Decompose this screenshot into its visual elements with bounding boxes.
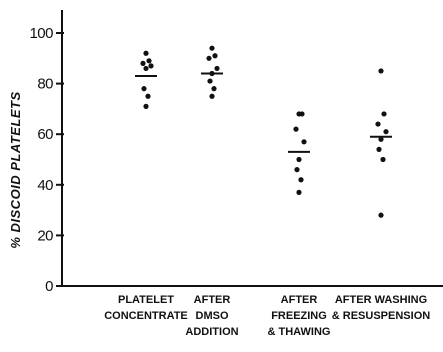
data-point [376, 146, 382, 152]
data-point [209, 93, 215, 99]
data-point [214, 65, 220, 72]
y-tick-label: 60 [37, 126, 53, 143]
data-point [141, 86, 147, 92]
y-tick-label: 100 [29, 25, 53, 42]
data-point [148, 63, 154, 69]
category-label-line: DMSO [196, 310, 229, 322]
data-points [140, 45, 389, 218]
data-point [209, 45, 215, 51]
data-point [146, 58, 152, 64]
mean-markers [135, 72, 392, 153]
data-point [143, 103, 149, 109]
y-tick-label: 40 [37, 177, 53, 194]
data-point [299, 111, 305, 117]
data-point [296, 156, 302, 163]
y-tick-label: 20 [37, 227, 53, 244]
y-tick-label: 0 [45, 278, 53, 295]
data-point [375, 121, 381, 127]
data-point [207, 78, 213, 84]
y-axis-title: % DISCOID PLATELETS [8, 91, 23, 248]
data-point [145, 93, 151, 99]
data-point [293, 126, 299, 132]
data-point [298, 177, 304, 183]
category-label-line: CONCENTRATE [104, 310, 188, 322]
data-point [380, 156, 386, 163]
data-point [143, 50, 149, 56]
data-point [301, 139, 307, 145]
data-point [294, 167, 300, 173]
y-axis-ticks: 0 20 40 60 80 100 [29, 25, 64, 295]
data-point [296, 189, 302, 195]
data-point [206, 55, 212, 61]
data-point [140, 60, 146, 66]
data-point [381, 111, 387, 117]
category-label-line: FREEZING [271, 310, 327, 322]
data-point [378, 136, 384, 142]
category-labels: PLATELET CONCENTRATE AFTER DMSO ADDITION AFTE… [104, 294, 430, 338]
data-point [378, 212, 384, 218]
category-label-line: & RESUSPENSION [332, 310, 430, 322]
data-point [211, 86, 217, 92]
category-label-line: PLATELET [118, 294, 174, 306]
y-tick-label: 80 [37, 76, 53, 93]
category-label-line: & THAWING [268, 326, 331, 338]
category-label-line: ADDITION [185, 326, 238, 338]
data-point [143, 65, 149, 72]
data-point [383, 129, 389, 135]
category-label-line: AFTER [281, 294, 318, 306]
data-point [378, 68, 384, 74]
category-label-line: AFTER [194, 294, 231, 306]
data-point [212, 53, 218, 59]
category-label-line: AFTER WASHING [335, 294, 427, 306]
